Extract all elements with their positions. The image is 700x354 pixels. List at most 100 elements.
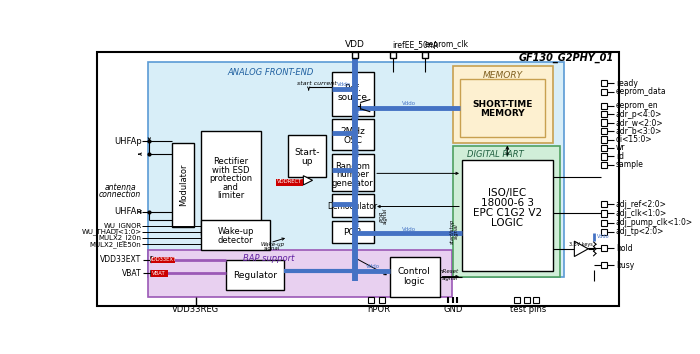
Bar xyxy=(201,219,270,250)
Bar xyxy=(368,297,374,303)
Text: adr_b<3:0>: adr_b<3:0> xyxy=(616,126,662,136)
Polygon shape xyxy=(303,176,312,185)
Text: ready: ready xyxy=(616,79,638,88)
Bar xyxy=(601,120,608,126)
Text: antenna: antenna xyxy=(104,183,136,192)
Text: connection: connection xyxy=(99,190,141,199)
Bar xyxy=(332,72,375,116)
Text: nReset: nReset xyxy=(440,269,459,274)
Text: adj_pump_clk<1:0>: adj_pump_clk<1:0> xyxy=(616,218,693,227)
Text: MEMORY: MEMORY xyxy=(483,71,523,80)
Text: Random: Random xyxy=(335,162,370,171)
Text: and: and xyxy=(223,183,239,192)
Text: logic: logic xyxy=(403,277,425,286)
Bar xyxy=(389,257,440,297)
Text: Wake-up: Wake-up xyxy=(217,227,254,236)
Bar xyxy=(148,62,564,277)
Bar xyxy=(601,262,608,268)
Text: VDD33EXT: VDD33EXT xyxy=(100,255,141,264)
Bar xyxy=(601,245,608,251)
Bar xyxy=(601,219,608,226)
Text: test pins: test pins xyxy=(510,305,546,314)
Text: MULX2_I20n: MULX2_I20n xyxy=(99,235,141,241)
Bar xyxy=(601,145,608,151)
Text: VDD33EXT: VDD33EXT xyxy=(149,257,177,262)
Text: POR: POR xyxy=(343,228,362,237)
Text: GF130_G2PHY_01: GF130_G2PHY_01 xyxy=(519,53,614,63)
Bar xyxy=(389,52,396,58)
Text: LOGIC: LOGIC xyxy=(491,218,524,228)
Text: number: number xyxy=(336,170,369,179)
Text: signal: signal xyxy=(383,207,389,224)
Text: generator: generator xyxy=(332,179,374,188)
Text: signal: signal xyxy=(442,276,458,281)
Text: DIGITAL PART: DIGITAL PART xyxy=(466,150,524,159)
Bar xyxy=(601,89,608,95)
Polygon shape xyxy=(151,270,160,276)
Text: hold: hold xyxy=(616,244,633,252)
Text: WU_IGNOR: WU_IGNOR xyxy=(104,222,141,229)
Text: Demodulator: Demodulator xyxy=(328,202,378,211)
Bar xyxy=(226,261,284,290)
Text: 18000-6 3: 18000-6 3 xyxy=(481,198,534,208)
Text: detector: detector xyxy=(218,236,253,245)
Polygon shape xyxy=(151,257,160,263)
Text: Vddo: Vddo xyxy=(402,101,416,106)
Text: irefEE_50nA: irefEE_50nA xyxy=(393,40,439,48)
Text: rd: rd xyxy=(616,152,624,161)
Bar xyxy=(151,270,168,277)
Bar xyxy=(201,131,261,235)
Text: wr: wr xyxy=(616,143,625,153)
Bar xyxy=(332,120,375,150)
Text: limiter: limiter xyxy=(217,191,244,200)
Bar xyxy=(276,179,303,186)
Text: di<15:0>: di<15:0> xyxy=(616,135,652,144)
Text: Rectifier: Rectifier xyxy=(214,157,248,166)
Text: Vddo: Vddo xyxy=(356,143,361,157)
Text: start current: start current xyxy=(297,81,336,86)
Text: start/stop: start/stop xyxy=(450,218,455,244)
Text: VDDRECT: VDDRECT xyxy=(276,179,302,184)
Bar xyxy=(601,128,608,134)
Text: Vddo: Vddo xyxy=(365,264,379,269)
Text: Ref.: Ref. xyxy=(344,84,361,93)
Text: with ESD: with ESD xyxy=(212,166,250,175)
Text: adj_tp<2:0>: adj_tp<2:0> xyxy=(616,227,664,236)
Text: Wake-up: Wake-up xyxy=(260,242,285,247)
Text: Vddo: Vddo xyxy=(356,105,361,119)
Bar xyxy=(461,79,545,137)
Bar xyxy=(601,201,608,207)
Bar xyxy=(453,147,561,277)
Text: signal: signal xyxy=(265,246,281,251)
Text: VBAT: VBAT xyxy=(122,269,141,278)
Text: POR: POR xyxy=(379,210,384,222)
Text: sample: sample xyxy=(616,160,644,170)
Text: up: up xyxy=(302,156,313,166)
Text: SHORT-TIME: SHORT-TIME xyxy=(473,99,533,109)
Polygon shape xyxy=(574,241,588,257)
Bar xyxy=(332,194,375,217)
Bar xyxy=(601,229,608,235)
Text: 3.3V keys: 3.3V keys xyxy=(569,242,593,247)
Text: source: source xyxy=(337,93,368,102)
Text: Vddo: Vddo xyxy=(356,178,361,192)
Text: Vddo: Vddo xyxy=(356,212,361,227)
Bar xyxy=(514,297,520,303)
Text: protection: protection xyxy=(209,174,253,183)
Bar xyxy=(601,80,608,86)
Bar xyxy=(151,257,176,263)
Text: Modulator: Modulator xyxy=(178,164,188,206)
Text: 2MHz: 2MHz xyxy=(340,126,365,136)
Bar xyxy=(601,111,608,117)
Text: eeprom_clk: eeprom_clk xyxy=(425,40,469,48)
Bar xyxy=(601,103,608,109)
Text: Start-: Start- xyxy=(295,148,320,157)
Text: adj_clk<1:0>: adj_clk<1:0> xyxy=(616,209,667,218)
Bar xyxy=(148,250,452,297)
Text: Vddo: Vddo xyxy=(402,227,416,232)
Text: MULX2_IEE50n: MULX2_IEE50n xyxy=(90,241,141,247)
Bar xyxy=(352,52,358,58)
Text: Control: Control xyxy=(398,267,430,276)
Text: adr_w<2:0>: adr_w<2:0> xyxy=(616,118,664,127)
Text: GND: GND xyxy=(443,305,463,314)
